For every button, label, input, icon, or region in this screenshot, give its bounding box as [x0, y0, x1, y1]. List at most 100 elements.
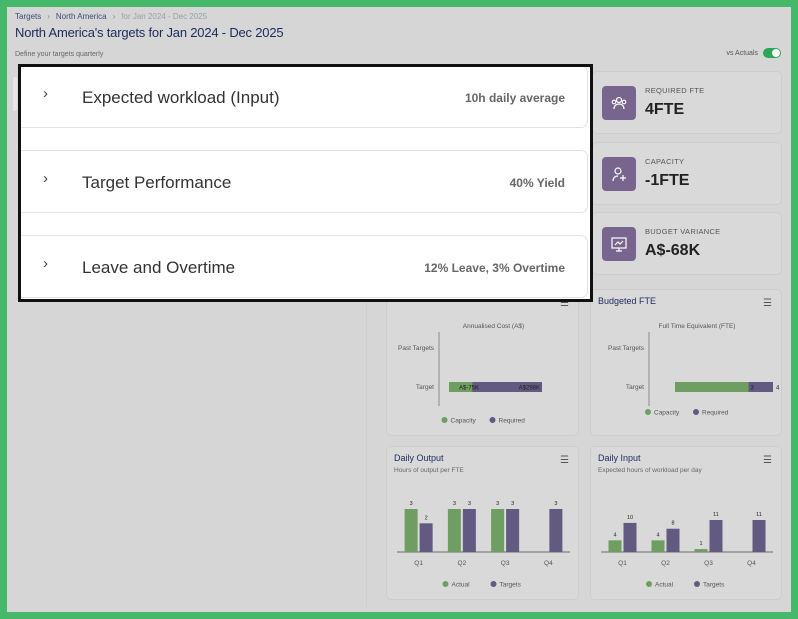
x-tick-label: Q4 [544, 560, 553, 567]
data-label: 3 [468, 501, 471, 507]
chevron-right-icon[interactable]: › [43, 85, 48, 102]
chart-subtitle: Hours of output per FTE [394, 467, 464, 474]
bar-targets [462, 509, 476, 552]
kpi-card-capacity: CAPACITY -1FTE [592, 142, 782, 205]
bar-actual [491, 509, 505, 552]
chart-subtitle: Expected hours of workload per day [598, 467, 702, 474]
accordion-summary: 10h daily average [464, 91, 565, 105]
chart-card-budgeted-fte: Budgeted FTE ☰ Full Time Equivalent (FTE… [590, 289, 782, 436]
legend-marker [646, 581, 652, 587]
legend-marker [645, 409, 651, 415]
bar-targets [506, 509, 520, 552]
bar-actual [651, 540, 665, 552]
x-tick-label: Q2 [458, 560, 467, 567]
data-label: 8 [671, 521, 674, 527]
data-label: 3 [496, 501, 499, 507]
data-label: 4 [613, 532, 616, 538]
x-tick-label: Q4 [747, 560, 756, 567]
bar-targets [623, 522, 637, 552]
presentation-chart-icon [602, 227, 636, 261]
chart-menu-icon[interactable]: ☰ [560, 298, 569, 309]
accordion-item-leave-overtime[interactable]: › Leave and Overtime 12% Leave, 3% Overt… [21, 235, 588, 298]
targets-accordion-panel: › Expected workload (Input) 10h daily av… [18, 64, 593, 302]
chart-title: Daily Output [394, 453, 444, 463]
budgeted-fte-chart: Full Time Equivalent (FTE) Past Targets Ta… [608, 323, 780, 417]
bar-targets [549, 509, 563, 552]
chart-subtitle: Annualised Cost (A$) [463, 323, 524, 330]
legend-marker [441, 417, 448, 423]
vs-actuals-label: vs Actuals [726, 49, 758, 57]
bar-actual [404, 509, 418, 552]
y-tick-label: Past Targets [398, 345, 435, 352]
data-label: A$298K [519, 386, 540, 392]
daily-output-chart: Q1 3 2 Q2 3 3 Q3 3 3 Q4 3 Actual Targets [397, 501, 570, 589]
chart-card-daily-input: Daily Input Expected hours of workload p… [590, 446, 782, 600]
accordion-title: Leave and Overtime [82, 258, 236, 277]
legend-label: Capacity [451, 418, 477, 425]
bar-targets [709, 520, 723, 552]
accordion-item-target-performance[interactable]: › Target Performance 40% Yield [21, 150, 588, 213]
legend-label: Required [702, 410, 729, 417]
kpi-card-required-fte: REQUIRED FTE 4FTE [592, 71, 782, 134]
chart-title: Budgeted FTE [598, 296, 657, 306]
vs-actuals-control[interactable]: vs Actuals [726, 48, 781, 58]
data-label: 3 [554, 501, 557, 507]
legend-label: Targets [703, 582, 725, 589]
bar-targets [419, 523, 433, 552]
collapsed-panel-edge [13, 77, 17, 111]
bar-capacity [449, 382, 473, 392]
bar-required [449, 382, 542, 392]
legend-marker [490, 581, 497, 587]
chevron-right-icon[interactable]: › [43, 255, 48, 272]
data-label: 3 [453, 501, 456, 507]
x-tick-label: Q1 [414, 560, 423, 567]
bar-capacity [675, 382, 749, 392]
vs-actuals-toggle[interactable] [763, 48, 781, 58]
data-label: 1 [699, 541, 702, 547]
accordion-title: Expected workload (Input) [82, 88, 280, 107]
legend-label: Actual [452, 582, 471, 589]
data-label: 4 [656, 532, 659, 538]
legend-label: Actual [655, 582, 674, 589]
chart-menu-icon[interactable]: ☰ [763, 455, 772, 466]
kpi-value: -1FTE [645, 172, 690, 189]
kpi-value: 4FTE [645, 101, 685, 118]
chart-subtitle: Full Time Equivalent (FTE) [659, 323, 736, 330]
data-label: 11 [756, 512, 762, 518]
chart-menu-icon[interactable]: ☰ [560, 455, 569, 466]
chevron-right-icon[interactable]: › [43, 170, 48, 187]
annualised-cost-chart: Annualised Cost (A$) Past Targets Target A$… [398, 323, 542, 425]
kpi-card-budget-variance: BUDGET VARIANCE A$-68K [592, 212, 782, 275]
data-label: 3 [511, 501, 514, 507]
bar-targets [666, 528, 680, 552]
accordion-title: Target Performance [82, 173, 232, 192]
data-label: 3 [751, 386, 755, 392]
x-tick-label: Q3 [501, 560, 510, 567]
chart-menu-icon[interactable]: ☰ [763, 298, 772, 309]
accordion-summary: 40% Yield [509, 176, 565, 190]
bar-actual [447, 509, 461, 552]
accordion-item-expected-workload[interactable]: › Expected workload (Input) 10h daily av… [21, 67, 588, 128]
breadcrumb-targets[interactable]: Targets [15, 12, 42, 21]
y-tick-label: Past Targets [608, 345, 645, 352]
breadcrumb-region[interactable]: North America [55, 12, 107, 21]
data-label: 11 [713, 512, 719, 518]
x-tick-label: Q3 [704, 560, 713, 567]
x-tick-label: Q2 [661, 560, 670, 567]
data-label: 10 [627, 515, 633, 521]
page-title: North America's targets for Jan 2024 - D… [15, 25, 284, 40]
page-subtitle: Define your targets quarterly [15, 51, 104, 58]
bar-actual [694, 549, 708, 552]
bar-targets [752, 520, 766, 552]
data-label: A$-75K [459, 386, 479, 392]
kpi-label: BUDGET VARIANCE [645, 227, 721, 236]
data-label: 3 [410, 501, 413, 507]
data-label: 2 [425, 515, 428, 521]
legend-marker [489, 417, 496, 423]
legend-marker [693, 409, 699, 415]
kpi-value: A$-68K [645, 242, 701, 259]
breadcrumb-period: for Jan 2024 - Dec 2025 [121, 12, 208, 21]
app-window: Targets › North America › for Jan 2024 -… [7, 7, 791, 612]
legend-marker [694, 581, 700, 587]
